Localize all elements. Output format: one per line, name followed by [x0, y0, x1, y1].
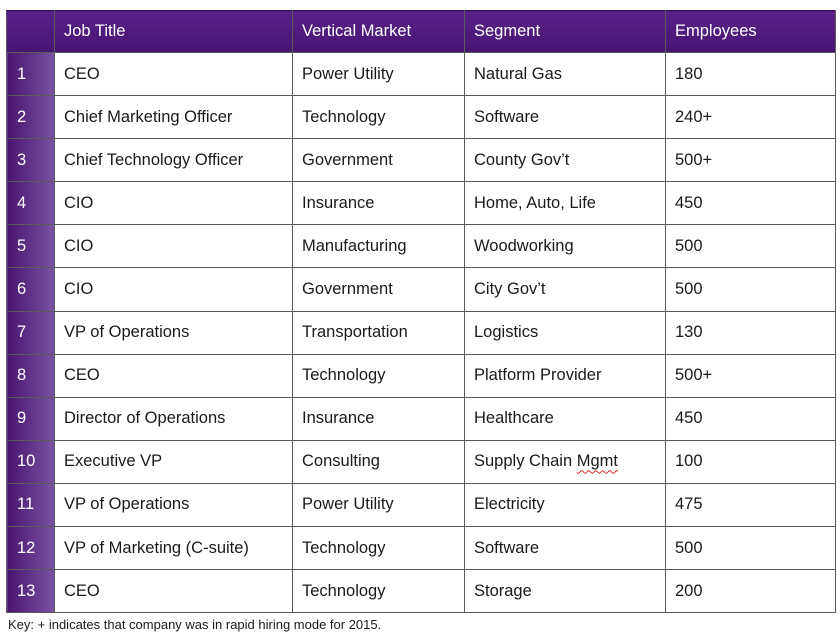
row-number-cell: 5 [6, 224, 55, 269]
table-body: 1 CEO Power Utility Natural Gas 180 2 Chief Ma… [6, 51, 836, 614]
vertical-market-cell: Insurance [292, 396, 465, 441]
job-title-cell: CIO [54, 267, 293, 312]
job-title-cell: CIO [54, 224, 293, 269]
segment-cell: Natural Gas [464, 51, 666, 97]
employees-cell: 240+ [665, 95, 836, 140]
row-number-cell: 2 [6, 95, 55, 140]
header-job-title: Job Title [54, 10, 293, 53]
row-number-cell: 12 [6, 526, 55, 571]
segment-cell: Storage [464, 569, 666, 614]
employees-cell: 500+ [665, 353, 836, 398]
segment-cell: Healthcare [464, 396, 666, 441]
table-row: 4 CIO Insurance Home, Auto, Life 450 [6, 181, 836, 226]
table-row: 2 Chief Marketing Officer Technology Softwa… [6, 95, 836, 140]
table-row: 5 CIO Manufacturing Woodworking 500 [6, 224, 836, 269]
segment-cell: City Gov’t [464, 267, 666, 312]
employees-cell: 500+ [665, 138, 836, 183]
header-vertical-market: Vertical Market [292, 10, 465, 53]
job-title-cell: VP of Operations [54, 482, 293, 528]
employees-cell: 500 [665, 267, 836, 312]
row-number-cell: 6 [6, 267, 55, 312]
segment-cell: Logistics [464, 310, 666, 355]
header-index [6, 10, 55, 53]
employees-cell: 450 [665, 181, 836, 226]
employees-cell: 450 [665, 396, 836, 441]
segment-cell: Electricity [464, 482, 666, 528]
segment-text: Supply Chain [474, 452, 577, 471]
job-title-cell: Chief Technology Officer [54, 138, 293, 183]
vertical-market-cell: Manufacturing [292, 224, 465, 269]
vertical-market-cell: Technology [292, 353, 465, 398]
spellcheck-flagged-word: Mgmt [576, 452, 618, 471]
table-header: Job Title Vertical Market Segment Employ… [6, 10, 836, 53]
segment-cell: Software [464, 95, 666, 140]
vertical-market-cell: Technology [292, 95, 465, 140]
job-title-cell: VP of Marketing (C-suite) [54, 526, 293, 571]
table-row: 10 Executive VP Consulting Supply Chain Mgm… [6, 439, 836, 484]
table-row: 13 CEO Technology Storage 200 [6, 569, 836, 614]
vertical-market-cell: Government [292, 267, 465, 312]
row-number-cell: 4 [6, 181, 55, 226]
employees-cell: 180 [665, 51, 836, 97]
row-number-cell: 11 [6, 482, 55, 528]
job-title-cell: CEO [54, 51, 293, 97]
employees-cell: 200 [665, 569, 836, 614]
vertical-market-cell: Power Utility [292, 51, 465, 97]
employees-cell: 475 [665, 482, 836, 528]
job-title-cell: Director of Operations [54, 396, 293, 441]
vertical-market-cell: Technology [292, 526, 465, 571]
job-title-cell: VP of Operations [54, 310, 293, 355]
vertical-market-cell: Insurance [292, 181, 465, 226]
job-title-cell: Executive VP [54, 439, 293, 484]
row-number-cell: 1 [6, 51, 55, 97]
vertical-market-cell: Transportation [292, 310, 465, 355]
table-row: 12 VP of Marketing (C-suite) Technology Sof… [6, 526, 836, 571]
job-title-cell: CIO [54, 181, 293, 226]
row-number-cell: 3 [6, 138, 55, 183]
footnote-key: Key: + indicates that company was in rap… [8, 617, 382, 632]
header-employees: Employees [665, 10, 836, 53]
header-row: Job Title Vertical Market Segment Employ… [6, 10, 836, 53]
table-row: 3 Chief Technology Officer Government Count… [6, 138, 836, 183]
table-row: 7 VP of Operations Transportation Logistics… [6, 310, 836, 355]
segment-cell: Home, Auto, Life [464, 181, 666, 226]
job-title-cell: CEO [54, 353, 293, 398]
row-number-cell: 9 [6, 396, 55, 441]
employees-cell: 500 [665, 526, 836, 571]
job-title-cell: CEO [54, 569, 293, 614]
segment-cell: Supply Chain Mgmt [464, 439, 666, 484]
segment-cell: Platform Provider [464, 353, 666, 398]
row-number-cell: 13 [6, 569, 55, 614]
employees-cell: 500 [665, 224, 836, 269]
table-row: 8 CEO Technology Platform Provider 500+ [6, 353, 836, 398]
table-row: 6 CIO Government City Gov’t 500 [6, 267, 836, 312]
vertical-market-cell: Technology [292, 569, 465, 614]
segment-cell: County Gov’t [464, 138, 666, 183]
vertical-market-cell: Government [292, 138, 465, 183]
employees-cell: 130 [665, 310, 836, 355]
table-row: 11 VP of Operations Power Utility Electrici… [6, 482, 836, 528]
vertical-market-cell: Consulting [292, 439, 465, 484]
jobs-table: Job Title Vertical Market Segment Employ… [6, 10, 836, 614]
row-number-cell: 8 [6, 353, 55, 398]
header-segment: Segment [464, 10, 666, 53]
table-row: 1 CEO Power Utility Natural Gas 180 [6, 51, 836, 97]
row-number-cell: 7 [6, 310, 55, 355]
row-number-cell: 10 [6, 439, 55, 484]
employees-cell: 100 [665, 439, 836, 484]
job-title-cell: Chief Marketing Officer [54, 95, 293, 140]
vertical-market-cell: Power Utility [292, 482, 465, 528]
segment-cell: Software [464, 526, 666, 571]
table-row: 9 Director of Operations Insurance Healthca… [6, 396, 836, 441]
segment-cell: Woodworking [464, 224, 666, 269]
